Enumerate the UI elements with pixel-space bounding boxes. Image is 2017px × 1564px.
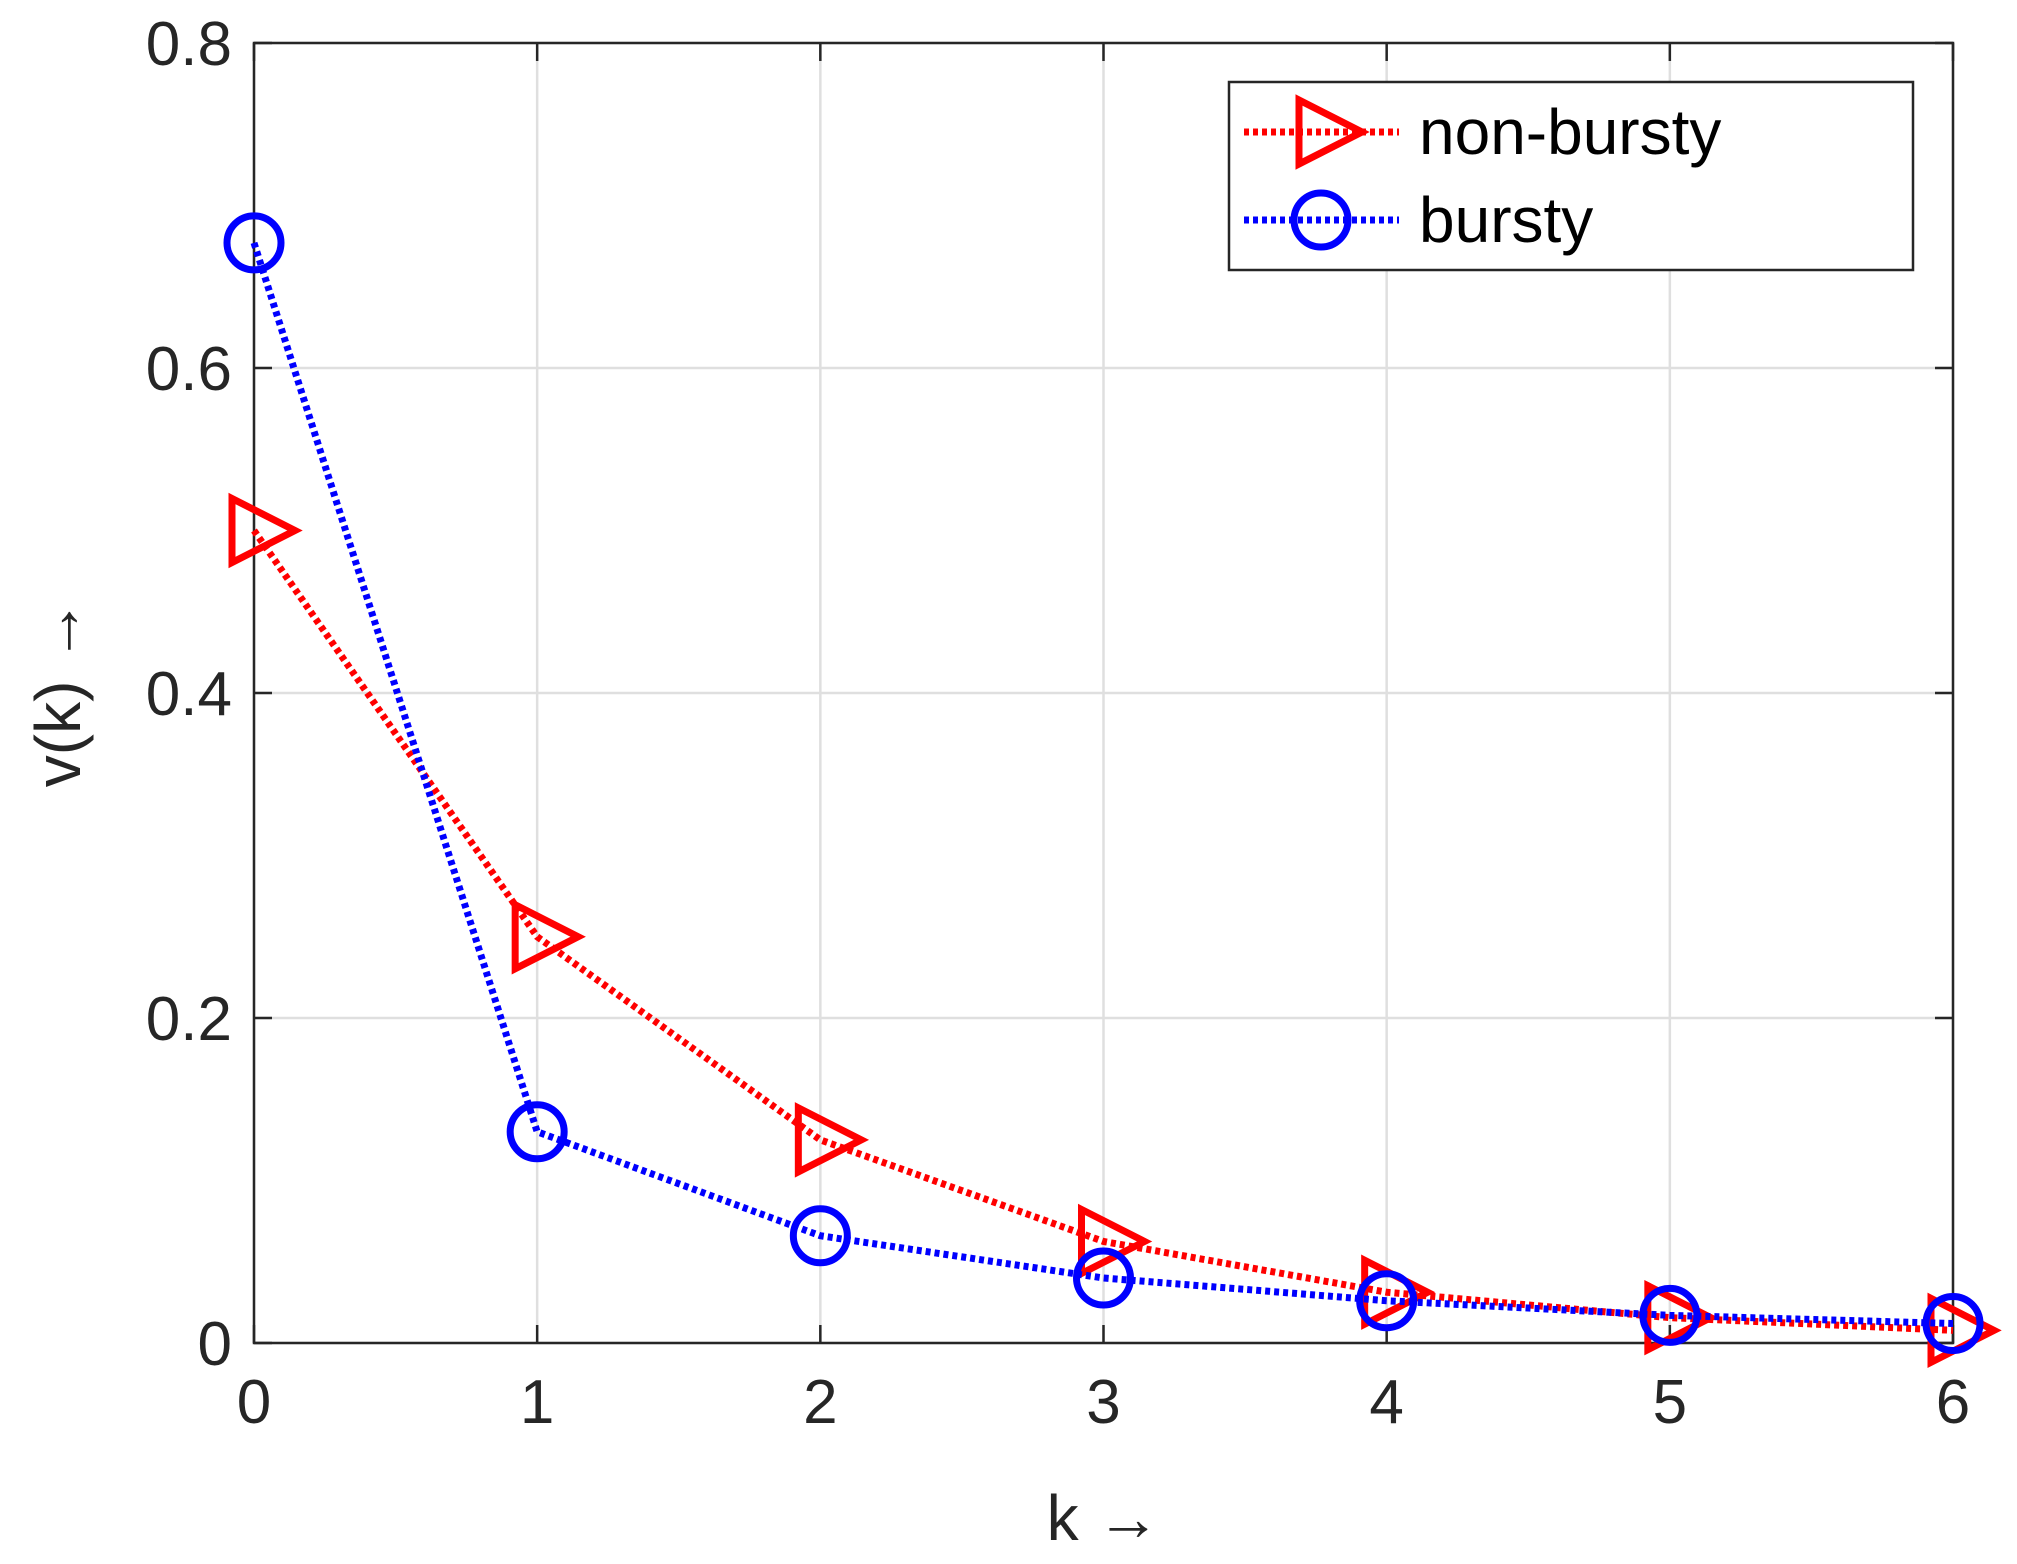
y-tick-label: 0.4 (146, 660, 232, 729)
x-tick-label: 3 (1086, 1368, 1120, 1437)
x-tick-label: 4 (1369, 1368, 1403, 1437)
x-tick-label: 6 (1936, 1368, 1970, 1437)
series-line (250, 241, 1954, 1327)
data-point-marker (228, 492, 303, 569)
legend-marker (1295, 94, 1370, 170)
data-point-marker (511, 899, 586, 975)
data-point-marker (1078, 1203, 1153, 1280)
legend-marker (1290, 189, 1352, 251)
data-point-marker (223, 212, 285, 274)
y-tick-label: 0.6 (146, 335, 232, 404)
x-tick-label: 0 (237, 1368, 271, 1437)
x-tick-label: 5 (1653, 1368, 1687, 1437)
data-point-marker (789, 1205, 851, 1267)
legend-label: non-bursty (1419, 96, 1721, 168)
legend-item: bursty (1244, 184, 1593, 256)
legend: non-bursty bursty (1227, 80, 1915, 272)
y-tick-label: 0 (198, 1310, 232, 1379)
legend-item: non-bursty (1244, 94, 1721, 170)
data-point-marker (1922, 1293, 1984, 1354)
x-axis-label: k → (1047, 1482, 1161, 1554)
data-point-marker (1644, 1279, 1719, 1356)
y-tick-label: 0.8 (146, 10, 232, 79)
y-tick-label: 0.2 (146, 985, 232, 1054)
data-point-marker (1073, 1247, 1134, 1309)
data-point-marker (794, 1102, 870, 1178)
data-point-marker (506, 1101, 568, 1163)
series-line (251, 528, 1954, 1334)
legend-label: bursty (1419, 184, 1593, 256)
x-tick-label: 2 (803, 1368, 837, 1437)
series-layer (223, 212, 2002, 1369)
x-tick-label: 1 (520, 1368, 554, 1437)
data-point-marker (1356, 1270, 1418, 1332)
axis-ticks: 0 1 2 3 4 5 6 0 0.2 0.4 0.6 0.8 (146, 10, 1970, 1437)
series-bursty (223, 212, 1984, 1354)
y-axis-label: v(k) → (22, 599, 94, 787)
data-point-marker (1639, 1284, 1701, 1346)
